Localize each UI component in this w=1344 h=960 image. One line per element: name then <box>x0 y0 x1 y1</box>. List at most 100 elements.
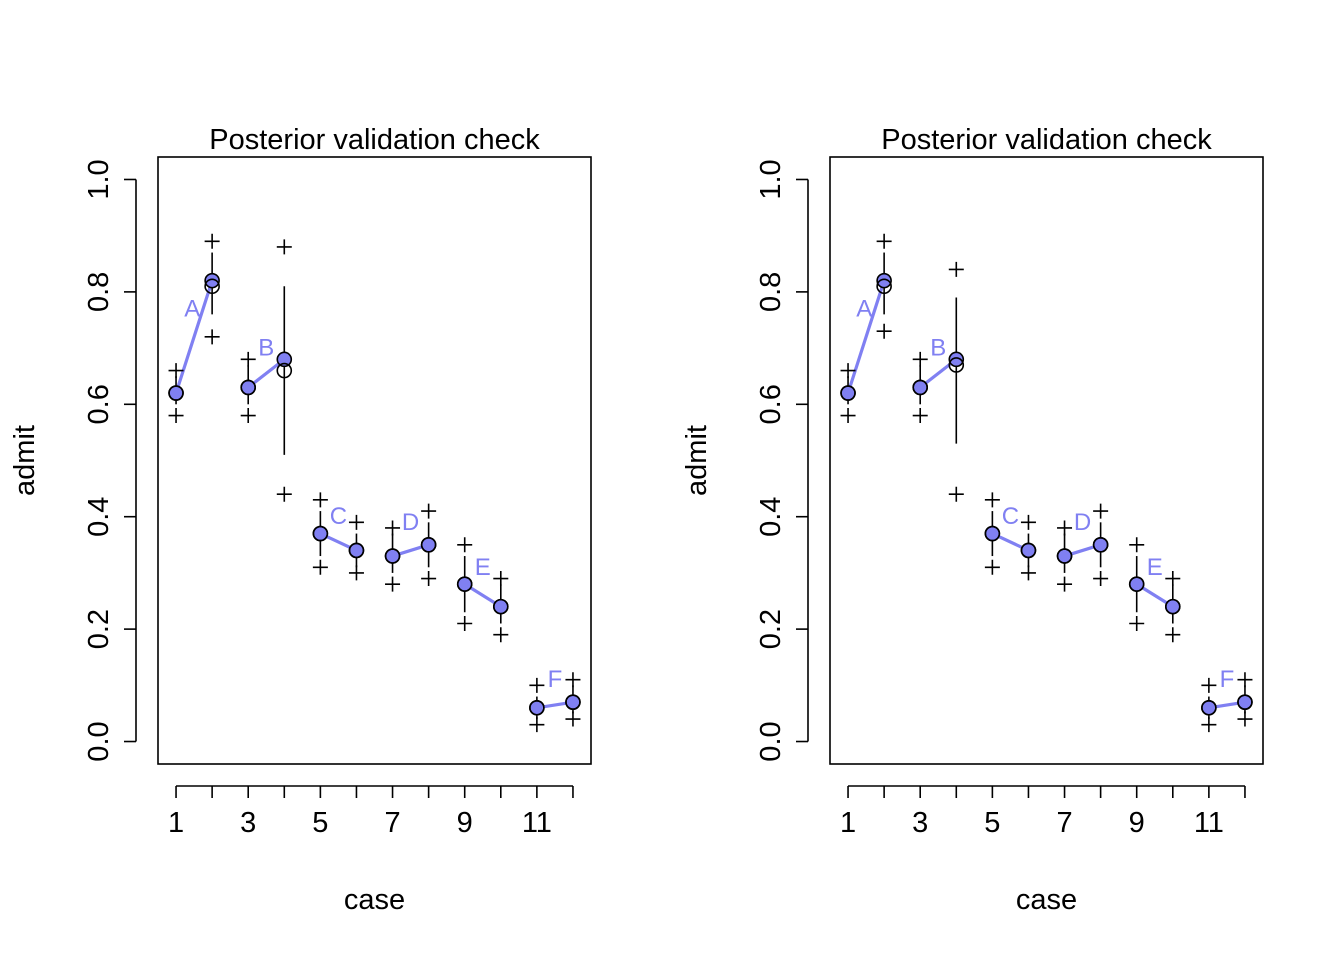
x-axis: 1 3 5 7 9 11 <box>168 785 574 839</box>
x-tick-label: 11 <box>522 807 552 839</box>
prediction-interval-bound <box>240 351 256 367</box>
x-tick-label: 3 <box>240 807 256 839</box>
predicted-mean-point <box>456 576 473 592</box>
y-tick-label: 0.2 <box>755 609 787 649</box>
prediction-interval-bound <box>493 627 509 643</box>
prediction-interval-bound <box>348 514 364 530</box>
predicted-mean-point <box>1128 576 1145 592</box>
prediction-interval-bound <box>385 520 401 536</box>
predicted-mean-point <box>1237 694 1253 710</box>
department-label: C <box>330 503 347 530</box>
prediction-interval-bound <box>1057 520 1073 536</box>
predicted-mean-point <box>840 385 856 401</box>
observed-department-line <box>174 279 214 395</box>
prediction-interval-bound <box>876 323 892 339</box>
y-tick-label: 1.0 <box>755 159 787 199</box>
prediction-interval-bound <box>876 233 892 249</box>
prediction-interval-bound <box>529 717 545 733</box>
predicted-mean-point <box>1020 542 1037 559</box>
observed-point <box>276 351 293 368</box>
prediction-interval-bound <box>312 559 328 575</box>
predicted-mean-point <box>204 278 220 295</box>
predicted-mean-point <box>912 379 929 396</box>
predicted-mean-point <box>348 542 365 559</box>
prediction-interval-bound <box>1057 576 1073 592</box>
prediction-interval-bound <box>168 363 184 379</box>
prediction-interval-bound <box>1201 677 1217 693</box>
prediction-interval-bound <box>1020 565 1036 581</box>
x-tick-label: 9 <box>457 807 473 839</box>
prediction-interval-bound <box>840 363 856 379</box>
prediction-interval-bound <box>1165 571 1181 587</box>
prediction-interval-bound <box>421 503 437 519</box>
department-label: F <box>548 666 563 693</box>
prediction-interval-bound <box>457 615 473 631</box>
predicted-mean-point <box>276 362 293 379</box>
y-tick-label: 0.6 <box>755 384 787 424</box>
plot-frame <box>829 156 1264 765</box>
x-axis-label: case <box>344 884 405 916</box>
prediction-interval-bound <box>840 408 856 424</box>
department-label: E <box>475 554 491 581</box>
predicted-mean-point <box>948 357 965 373</box>
prediction-interval-bound <box>276 239 292 255</box>
prediction-interval-bound <box>948 261 964 277</box>
prediction-interval-bound <box>948 486 964 502</box>
x-tick-label: 5 <box>312 807 328 839</box>
prediction-interval-bound <box>1093 503 1109 519</box>
y-axis: 0.0 0.2 0.4 0.6 0.8 1.0 <box>755 159 809 762</box>
prediction-interval-bound <box>984 492 1000 508</box>
department-label: B <box>930 335 946 362</box>
predicted-mean-point <box>384 548 401 564</box>
observed-point <box>204 272 220 289</box>
department-label: A <box>856 295 872 322</box>
prediction-interval-bound <box>240 408 256 424</box>
predicted-mean-point <box>1056 548 1073 564</box>
prediction-interval-bound <box>1020 514 1036 530</box>
y-axis-label: admit <box>681 425 713 496</box>
observed-point <box>948 351 965 368</box>
prediction-interval-bound <box>1129 615 1145 631</box>
prediction-interval-bound <box>565 672 581 688</box>
x-tick-label: 7 <box>1056 807 1072 839</box>
predicted-mean-point <box>529 699 545 716</box>
x-tick-label: 9 <box>1129 807 1145 839</box>
prediction-interval-bound <box>1201 717 1217 733</box>
predicted-mean-point <box>1092 537 1109 553</box>
prediction-interval-bound <box>565 711 581 727</box>
chart-title: Posterior validation check <box>209 124 540 156</box>
y-tick-label: 0.8 <box>83 272 115 312</box>
x-tick-label: 3 <box>912 807 928 839</box>
y-tick-label: 0.0 <box>83 721 115 761</box>
department-label: C <box>1002 503 1019 530</box>
y-tick-label: 0.2 <box>83 609 115 649</box>
predicted-mean-point <box>168 385 184 401</box>
y-tick-label: 0.4 <box>755 497 787 537</box>
predicted-mean-point <box>1164 598 1181 615</box>
prediction-interval-bound <box>348 565 364 581</box>
x-tick-label: 7 <box>384 807 400 839</box>
x-tick-label: 11 <box>1194 807 1224 839</box>
prediction-interval-bound <box>1237 672 1253 688</box>
predicted-mean-point <box>565 694 581 710</box>
x-tick-label: 1 <box>168 807 184 839</box>
observed-department-line <box>846 279 886 395</box>
prediction-interval-bound <box>204 329 220 345</box>
prediction-interval-bound <box>1093 571 1109 587</box>
x-tick-label: 1 <box>840 807 856 839</box>
predicted-mean-point <box>984 525 1001 542</box>
prediction-interval-bound <box>385 576 401 592</box>
prediction-interval-bound <box>984 559 1000 575</box>
prediction-interval-bound <box>168 408 184 424</box>
prediction-interval-bound <box>1165 627 1181 643</box>
x-axis: 1 3 5 7 9 11 <box>840 785 1246 839</box>
predicted-mean-point <box>420 537 437 553</box>
chart-title: Posterior validation check <box>881 124 1212 156</box>
department-label: E <box>1147 554 1163 581</box>
observed-point <box>876 272 892 289</box>
chart-panel-1: Posterior validation check 1 3 5 7 9 11 0.0 0.2 0… <box>9 124 592 916</box>
y-tick-label: 0.0 <box>755 721 787 761</box>
prediction-interval-bound <box>493 571 509 587</box>
prediction-interval-bound <box>1237 711 1253 727</box>
